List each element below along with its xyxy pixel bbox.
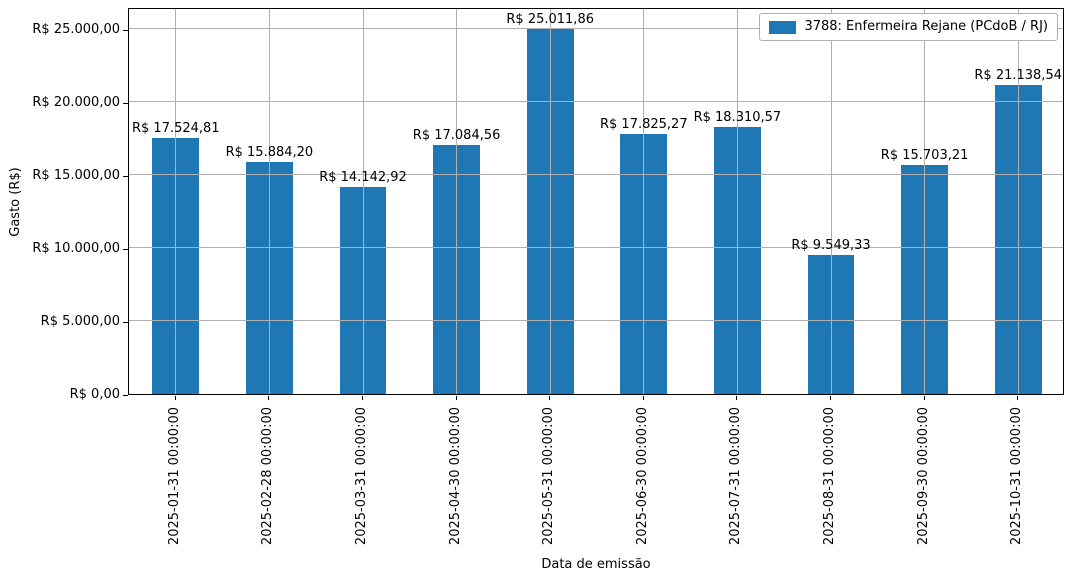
bar-value-label: R$ 17.524,81 [131, 121, 220, 137]
x-tick-mark [455, 396, 457, 400]
bar-value-label: R$ 18.310,57 [693, 109, 782, 125]
gridline-h [129, 173, 1063, 175]
x-tick-label: 2025-06-30 00:00:00 [634, 407, 650, 546]
x-tick-mark [268, 396, 270, 400]
y-tick-mark [123, 175, 128, 177]
x-tick-label: 2025-02-28 00:00:00 [260, 407, 276, 546]
x-tick-label: 2025-10-31 00:00:00 [1009, 407, 1025, 546]
y-tick-mark [123, 395, 128, 396]
x-tick-mark [830, 396, 831, 400]
gridline-v [924, 9, 926, 394]
x-tick-label: 2025-03-31 00:00:00 [354, 407, 369, 546]
gridline-v [736, 9, 738, 394]
legend-swatch [769, 20, 797, 34]
x-tick-label: 2025-05-31 00:00:00 [541, 407, 557, 546]
bar-value-label: R$ 15.703,21 [880, 147, 969, 163]
x-tick-mark [1017, 396, 1019, 400]
gridline-v [643, 9, 645, 394]
gridline-v [1017, 9, 1019, 394]
gridline-v [268, 9, 270, 394]
x-tick-mark [923, 396, 925, 400]
bar-value-label: R$ 17.825,27 [599, 116, 688, 132]
x-tick-mark [174, 396, 176, 400]
y-tick-mark [123, 248, 128, 250]
gridline-h [129, 27, 1063, 29]
y-tick-label: R$ 15.000,00 [32, 167, 120, 183]
x-tick-mark [549, 396, 551, 400]
bar-value-label: R$ 25.011,86 [506, 11, 594, 27]
x-tick-mark [362, 396, 363, 400]
gridline-v [175, 9, 177, 394]
x-axis-label: Data de emissão [541, 557, 651, 572]
bar-value-label: R$ 15.884,20 [225, 145, 314, 161]
plot-area: R$ 17.524,81 R$ 15.884,20 R$ 14.142,92 R$ 1… [128, 8, 1064, 395]
bar-value-label: R$ 9.549,33 [791, 237, 871, 253]
x-tick-mark [736, 396, 738, 400]
bar-value-label: R$ 21.138,54 [974, 68, 1062, 84]
y-tick-label: R$ 5.000,00 [40, 313, 120, 329]
bar-value-label: R$ 14.142,92 [319, 170, 407, 186]
x-tick-label: 2025-09-30 00:00:00 [915, 407, 931, 546]
y-tick-label: R$ 25.000,00 [32, 21, 120, 37]
gridline-v [456, 9, 458, 394]
gridline-v [549, 9, 551, 394]
y-tick-label: R$ 10.000,00 [32, 240, 120, 256]
gridline-h [129, 319, 1063, 321]
gridline-h [129, 246, 1063, 248]
gridline-h [129, 100, 1063, 102]
x-tick-label: 2025-08-31 00:00:00 [822, 407, 837, 546]
y-tick-mark [123, 29, 128, 31]
gridline-v [362, 9, 364, 394]
y-tick-mark [123, 102, 128, 104]
legend: 3788: Enfermeira Rejane (PCdoB / RJ) [759, 13, 1058, 41]
bar-value-label: R$ 17.084,56 [412, 127, 501, 143]
x-tick-label: 2025-07-31 00:00:00 [728, 407, 744, 546]
y-tick-mark [123, 321, 128, 323]
x-tick-label: 2025-01-31 00:00:00 [166, 407, 182, 546]
legend-label: 3788: Enfermeira Rejane (PCdoB / RJ) [804, 19, 1048, 34]
y-tick-label: R$ 0,00 [69, 387, 120, 402]
gridline-v [830, 9, 832, 394]
x-tick-mark [642, 396, 644, 400]
x-tick-label: 2025-04-30 00:00:00 [447, 407, 463, 546]
y-tick-label: R$ 20.000,00 [32, 94, 120, 110]
